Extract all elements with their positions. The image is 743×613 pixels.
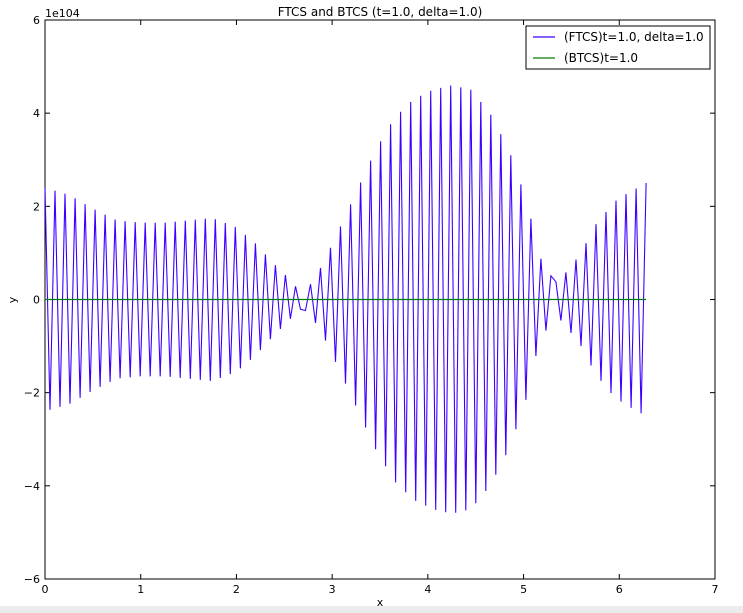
chart-title: FTCS and BTCS (t=1.0, delta=1.0) xyxy=(278,5,483,19)
legend-label-btcs: (BTCS)t=1.0 xyxy=(564,51,638,65)
x-tick-label: 4 xyxy=(424,583,431,596)
y-tick-label: 4 xyxy=(33,107,40,120)
x-tick-label: 5 xyxy=(520,583,527,596)
legend-box xyxy=(525,25,711,70)
y-tick-label: −4 xyxy=(24,480,40,493)
legend: (FTCS)t=1.0, delta=1.0 (BTCS)t=1.0 xyxy=(525,25,711,70)
x-tick-label: 0 xyxy=(42,583,49,596)
plot-area: 0 1 2 3 4 5 6 7 −6 −4 −2 0 2 4 6 xyxy=(24,14,719,596)
x-tick-label: 6 xyxy=(616,583,623,596)
y-tick-label: 0 xyxy=(33,294,40,307)
series-line-ftcs xyxy=(44,85,647,513)
y-tick-label: −2 xyxy=(24,387,40,400)
x-tick-label: 3 xyxy=(329,583,336,596)
x-axis-label: x xyxy=(377,596,384,609)
y-axis-label: y xyxy=(6,296,19,303)
x-tick-label: 1 xyxy=(137,583,144,596)
y-tick-label: 2 xyxy=(33,200,40,213)
window-bottom-strip xyxy=(0,606,743,613)
x-tick-label: 7 xyxy=(712,583,719,596)
y-tick-label: −6 xyxy=(24,573,40,586)
y-offset-label: 1e104 xyxy=(45,7,80,20)
y-tick-label: 6 xyxy=(33,14,40,27)
legend-label-ftcs: (FTCS)t=1.0, delta=1.0 xyxy=(564,30,704,44)
x-tick-label: 2 xyxy=(233,583,240,596)
